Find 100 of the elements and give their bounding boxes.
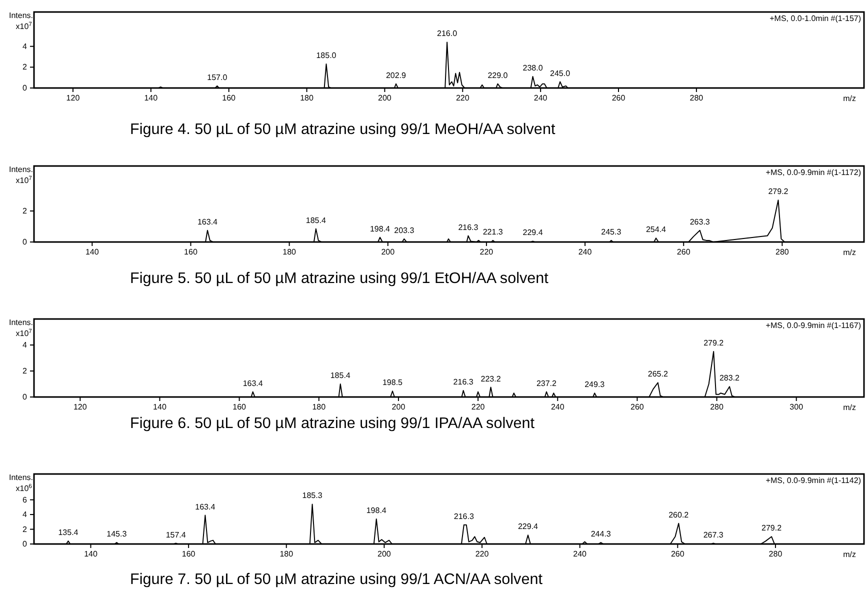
y-tick-label: 4 [22, 510, 28, 520]
caption: Figure 6. 50 µL of 50 µM atrazine using 99/1 IPA/AA solvent [130, 415, 536, 432]
annotation: 185.4 [330, 371, 351, 380]
annotation: 216.3 [453, 378, 474, 386]
x-tick-label: 180 [300, 94, 314, 103]
x-tick-label: 180 [280, 550, 294, 559]
y-tick-label: 2 [22, 206, 28, 216]
x-tick-label: 140 [84, 550, 98, 559]
x-tick-label: 260 [612, 94, 626, 103]
y-axis-title: Intens. x10$^{6}$ [8, 473, 33, 493]
x-tick-label: 260 [676, 248, 691, 257]
annotation: 157.0 [207, 72, 228, 82]
annotation: 203.3 [394, 226, 415, 235]
x-tick-label: 260 [630, 402, 644, 412]
x-tick-label: 180 [282, 248, 297, 257]
annotation: 265.2 [648, 370, 668, 379]
x-tick-label: 200 [378, 550, 392, 559]
caption: Figure 5. 50 µL of 50 µM atrazine using 99/1 EtOH/AA solvent [130, 270, 550, 287]
annotation: 244.3 [590, 530, 612, 539]
y-tick-label: 2 [22, 524, 28, 534]
x-tick-label: 240 [534, 94, 548, 103]
x-tick-label: 220 [456, 94, 470, 103]
x-tick-label: 220 [475, 550, 490, 559]
annotation: 198.4 [370, 224, 391, 234]
x-tick-label: 220 [471, 402, 486, 412]
x-tick-label: 300 [790, 402, 804, 412]
x-tick-label: 280 [710, 402, 724, 412]
annotation: 283.2 [719, 374, 740, 383]
x-tick-label: 200 [381, 248, 396, 257]
annotation: 245.3 [601, 227, 622, 236]
annotation: 163.4 [242, 378, 264, 388]
x-axis-title: m/z [843, 550, 856, 559]
annotation: +MS, 0.0-9.9min #(1-1142) [766, 476, 862, 485]
annotation: 198.4 [366, 506, 387, 515]
annotation: 238.0 [522, 64, 544, 73]
annotation: 249.3 [584, 380, 606, 390]
y-tick-label: 4 [22, 42, 28, 51]
annotation: 267.3 [703, 530, 724, 540]
x-axis-title: m/z [843, 248, 856, 257]
x-tick-label: 160 [184, 248, 198, 257]
x-tick-label: 140 [144, 94, 158, 103]
annotation: 229.0 [488, 70, 508, 80]
y-axis-title: Intens. x10$^{7}$ [8, 11, 33, 31]
caption: Figure 4. 50 µL of 50 µM atrazine using 99/1 MeOH/AA solvent [130, 121, 556, 138]
x-tick-label: 220 [480, 248, 494, 257]
annotation: 229.4 [522, 228, 544, 238]
x-tick-label: 140 [85, 248, 100, 257]
x-tick-label: 240 [550, 402, 565, 412]
x-tick-label: 280 [690, 94, 704, 103]
x-tick-label: 160 [222, 94, 236, 103]
annotation: 245.0 [550, 68, 571, 78]
x-tick-label: 280 [776, 248, 790, 257]
x-axis-title: m/z [843, 403, 856, 412]
y-tick-label: 6 [22, 495, 28, 504]
y-tick-label: 0 [22, 540, 28, 549]
y-tick-label: 0 [22, 84, 28, 93]
annotation: 145.3 [106, 530, 128, 539]
y-axis-title: Intens. x10$^{7}$ [8, 318, 33, 338]
x-tick-label: 240 [578, 248, 592, 257]
annotation: 216.3 [454, 512, 474, 521]
annotation: 185.0 [316, 51, 337, 60]
annotation: 260.2 [668, 510, 690, 520]
x-tick-label: 240 [573, 550, 588, 559]
annotation: 279.2 [768, 187, 789, 196]
y-tick-label: 2 [22, 366, 28, 376]
annotation: +MS, 0.0-9.9min #(1-1172) [766, 168, 862, 177]
y-tick-label: 0 [22, 238, 28, 247]
x-tick-label: 160 [232, 402, 247, 412]
annotation: 163.4 [197, 217, 218, 226]
x-tick-label: 280 [768, 550, 783, 559]
annotation: 237.2 [536, 378, 558, 388]
annotation: 163.4 [195, 502, 216, 512]
x-tick-label: 260 [670, 550, 685, 559]
x-tick-label: 140 [153, 402, 167, 412]
x-tick-label: 160 [182, 550, 196, 559]
x-axis-title: m/z [843, 94, 856, 103]
annotation: 135.4 [58, 528, 79, 538]
annotation: 279.2 [762, 524, 782, 533]
caption: Figure 7. 50 µL of 50 µM atrazine using 99/1 ACN/AA solvent [130, 571, 544, 588]
annotation: 221.3 [482, 227, 504, 236]
x-tick-label: 120 [66, 94, 80, 103]
y-tick-label: 0 [22, 392, 28, 402]
annotation: 223.2 [480, 374, 502, 384]
annotation: 254.4 [646, 225, 667, 234]
y-axis-title: Intens. x10$^{7}$ [8, 165, 33, 185]
y-tick-label: 2 [22, 62, 28, 72]
annotation: 157.4 [166, 530, 186, 540]
annotation: 229.4 [518, 522, 539, 532]
x-tick-label: 200 [392, 402, 406, 412]
x-tick-label: 200 [378, 94, 392, 103]
x-tick-label: 180 [312, 402, 326, 412]
y-tick-label: 4 [22, 340, 28, 350]
annotation: 202.9 [386, 70, 407, 80]
annotation: 198.5 [382, 378, 404, 388]
annotation: 216.3 [458, 222, 479, 232]
annotation: 185.3 [302, 491, 323, 500]
annotation: +MS, 0.0-1.0min #(1-157) [770, 14, 862, 23]
annotation: 279.2 [704, 338, 724, 348]
x-tick-label: 120 [73, 402, 88, 412]
annotation: 263.3 [690, 217, 710, 226]
